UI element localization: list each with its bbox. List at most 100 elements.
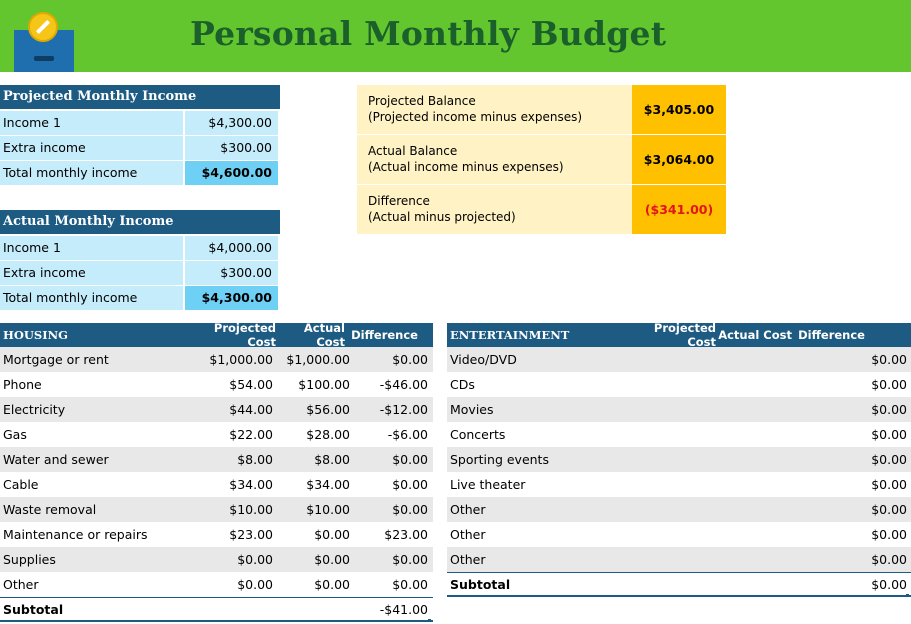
balance-label[interactable]: Projected Balance (Projected income minu… bbox=[357, 85, 632, 135]
difference-cell[interactable]: $0.00 bbox=[871, 477, 907, 492]
expense-label[interactable]: Electricity bbox=[3, 402, 66, 417]
difference-cell[interactable]: $0.00 bbox=[392, 452, 428, 467]
projected-cost-cell[interactable]: $22.00 bbox=[229, 427, 273, 442]
projected-income-row: Extra income $300.00 bbox=[0, 135, 278, 160]
actual-cost-cell[interactable]: $0.00 bbox=[314, 527, 350, 542]
actual-cost-cell[interactable]: $1,000.00 bbox=[286, 352, 350, 367]
difference-cell[interactable]: -$46.00 bbox=[379, 377, 428, 392]
balance-value[interactable]: $3,405.00 bbox=[632, 85, 726, 135]
housing-title: HOUSING bbox=[3, 328, 68, 342]
difference-cell[interactable]: $0.00 bbox=[392, 552, 428, 567]
entertainment-subtotal-difference[interactable]: $0.00 bbox=[871, 576, 907, 592]
projected-cost-cell[interactable]: $0.00 bbox=[237, 552, 273, 567]
difference-cell[interactable]: $0.00 bbox=[871, 427, 907, 442]
difference-cell[interactable]: -$6.00 bbox=[387, 427, 428, 442]
difference-cell[interactable]: $0.00 bbox=[871, 552, 907, 567]
projected-cost-cell[interactable]: $54.00 bbox=[229, 377, 273, 392]
projected-cost-cell[interactable]: $23.00 bbox=[229, 527, 273, 542]
actual-cost-cell[interactable]: $0.00 bbox=[314, 577, 350, 592]
expense-label[interactable]: Video/DVD bbox=[450, 352, 517, 367]
entertainment-table-row: Video/DVD $0.00 bbox=[447, 347, 911, 372]
projected-cost-cell[interactable]: $44.00 bbox=[229, 402, 273, 417]
table-resize-handle[interactable] bbox=[428, 619, 431, 622]
entertainment-table-header: ENTERTAINMENT Projected Cost Actual Cost… bbox=[447, 321, 911, 349]
column-actual-cost: Actual Cost bbox=[718, 328, 792, 342]
income-label[interactable]: Income 1 bbox=[0, 110, 183, 135]
expense-label[interactable]: Other bbox=[3, 577, 39, 592]
balance-difference-value[interactable]: ($341.00) bbox=[632, 185, 726, 235]
income-label[interactable]: Income 1 bbox=[0, 235, 183, 260]
housing-table-row: Other $0.00 $0.00 $0.00 bbox=[0, 572, 433, 597]
projected-income-row: Income 1 $4,300.00 bbox=[0, 110, 278, 135]
expense-label[interactable]: Other bbox=[450, 527, 486, 542]
income-label[interactable]: Extra income bbox=[0, 135, 183, 160]
difference-cell[interactable]: $0.00 bbox=[871, 377, 907, 392]
subtotal-label: Subtotal bbox=[3, 601, 64, 617]
actual-cost-cell[interactable]: $0.00 bbox=[314, 552, 350, 567]
expense-label[interactable]: Cable bbox=[3, 477, 39, 492]
income-value[interactable]: $300.00 bbox=[185, 135, 278, 160]
expense-label[interactable]: Mortgage or rent bbox=[3, 352, 109, 367]
total-income-label[interactable]: Total monthly income bbox=[0, 160, 183, 185]
expense-label[interactable]: Other bbox=[450, 552, 486, 567]
entertainment-table-row: Sporting events $0.00 bbox=[447, 447, 911, 472]
actual-cost-cell[interactable]: $8.00 bbox=[314, 452, 350, 467]
expense-label[interactable]: Maintenance or repairs bbox=[3, 527, 148, 542]
expense-label[interactable]: Phone bbox=[3, 377, 42, 392]
expense-label[interactable]: CDs bbox=[450, 377, 475, 392]
total-income-label[interactable]: Total monthly income bbox=[0, 285, 183, 310]
projected-cost-cell[interactable]: $1,000.00 bbox=[209, 352, 273, 367]
projected-cost-cell[interactable]: $34.00 bbox=[229, 477, 273, 492]
difference-cell[interactable]: $0.00 bbox=[871, 502, 907, 517]
balance-label[interactable]: Actual Balance (Actual income minus expe… bbox=[357, 135, 632, 185]
difference-cell[interactable]: $0.00 bbox=[871, 527, 907, 542]
housing-subtotal-row: Subtotal -$41.00 bbox=[0, 597, 433, 622]
difference-cell[interactable]: $0.00 bbox=[392, 477, 428, 492]
difference-cell[interactable]: $0.00 bbox=[392, 502, 428, 517]
expense-label[interactable]: Movies bbox=[450, 402, 494, 417]
expense-label[interactable]: Waste removal bbox=[3, 502, 97, 517]
difference-cell[interactable]: $0.00 bbox=[392, 352, 428, 367]
difference-cell[interactable]: $0.00 bbox=[871, 402, 907, 417]
balance-title: Actual Balance bbox=[368, 144, 458, 158]
total-income-value[interactable]: $4,300.00 bbox=[185, 285, 278, 310]
balance-row: Difference (Actual minus projected) ($34… bbox=[357, 185, 726, 235]
balance-label[interactable]: Difference (Actual minus projected) bbox=[357, 185, 632, 235]
income-value[interactable]: $300.00 bbox=[185, 260, 278, 285]
actual-cost-cell[interactable]: $100.00 bbox=[298, 377, 350, 392]
entertainment-table-row: Other $0.00 bbox=[447, 547, 911, 572]
housing-table-row: Mortgage or rent $1,000.00 $1,000.00 $0.00 bbox=[0, 347, 433, 372]
housing-table-row: Waste removal $10.00 $10.00 $0.00 bbox=[0, 497, 433, 522]
expense-label[interactable]: Live theater bbox=[450, 477, 526, 492]
expense-label[interactable]: Supplies bbox=[3, 552, 56, 567]
actual-cost-cell[interactable]: $28.00 bbox=[306, 427, 350, 442]
actual-cost-cell[interactable]: $56.00 bbox=[306, 402, 350, 417]
actual-income-header: Actual Monthly Income bbox=[0, 210, 280, 234]
housing-subtotal-difference[interactable]: -$41.00 bbox=[379, 601, 428, 617]
income-value[interactable]: $4,300.00 bbox=[185, 110, 278, 135]
expense-label[interactable]: Water and sewer bbox=[3, 452, 109, 467]
balance-title: Projected Balance bbox=[368, 94, 476, 108]
actual-income-row: Extra income $300.00 bbox=[0, 260, 278, 285]
expense-label[interactable]: Sporting events bbox=[450, 452, 549, 467]
income-value[interactable]: $4,000.00 bbox=[185, 235, 278, 260]
table-resize-handle[interactable] bbox=[906, 594, 909, 597]
difference-cell[interactable]: $0.00 bbox=[871, 452, 907, 467]
expense-label[interactable]: Gas bbox=[3, 427, 27, 442]
difference-cell[interactable]: $0.00 bbox=[871, 352, 907, 367]
difference-cell[interactable]: $23.00 bbox=[384, 527, 428, 542]
difference-cell[interactable]: $0.00 bbox=[392, 577, 428, 592]
actual-cost-cell[interactable]: $10.00 bbox=[306, 502, 350, 517]
projected-cost-cell[interactable]: $0.00 bbox=[237, 577, 273, 592]
entertainment-subtotal-row: Subtotal $0.00 bbox=[447, 572, 911, 597]
income-label[interactable]: Extra income bbox=[0, 260, 183, 285]
actual-cost-cell[interactable]: $34.00 bbox=[306, 477, 350, 492]
difference-cell[interactable]: -$12.00 bbox=[379, 402, 428, 417]
balance-value[interactable]: $3,064.00 bbox=[632, 135, 726, 185]
expense-label[interactable]: Concerts bbox=[450, 427, 506, 442]
expense-label[interactable]: Other bbox=[450, 502, 486, 517]
total-income-value[interactable]: $4,600.00 bbox=[185, 160, 278, 185]
balance-title: Difference bbox=[368, 194, 430, 208]
projected-cost-cell[interactable]: $10.00 bbox=[229, 502, 273, 517]
projected-cost-cell[interactable]: $8.00 bbox=[237, 452, 273, 467]
